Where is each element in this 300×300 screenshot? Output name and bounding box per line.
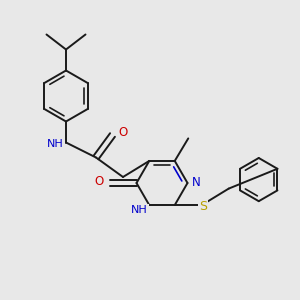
Text: S: S xyxy=(199,200,207,213)
Text: NH: NH xyxy=(47,139,64,149)
Text: O: O xyxy=(118,125,127,139)
Text: N: N xyxy=(192,176,201,190)
Text: NH: NH xyxy=(131,205,148,214)
Text: O: O xyxy=(94,175,103,188)
